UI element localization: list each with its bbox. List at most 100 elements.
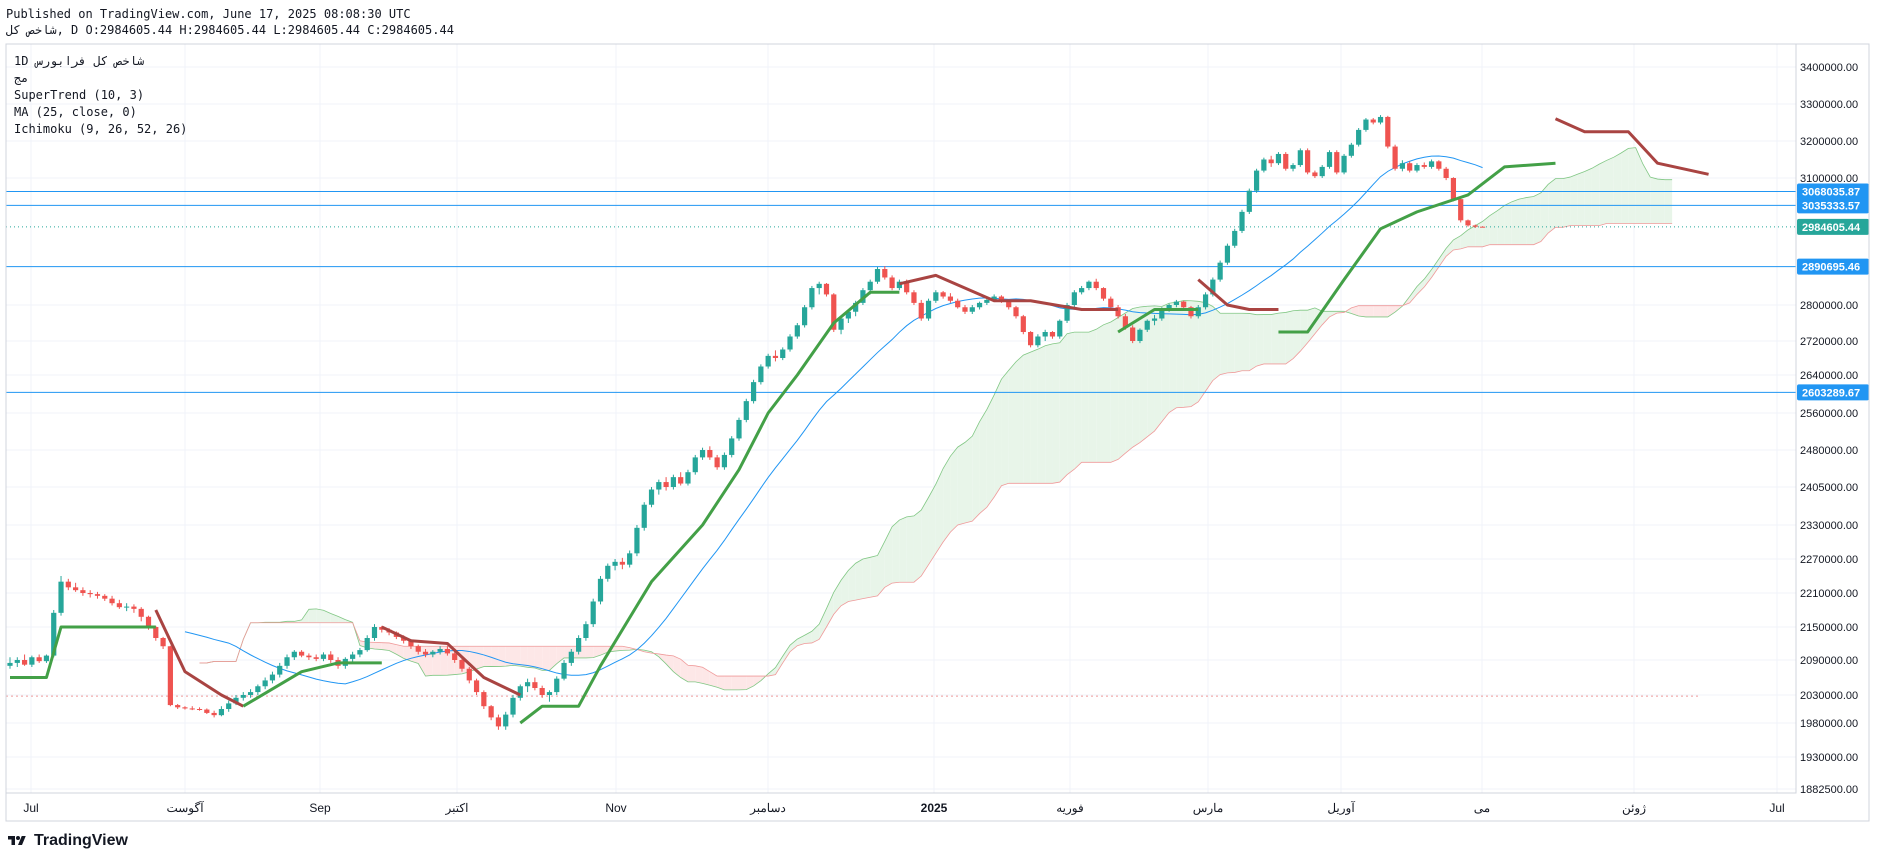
- candle: [102, 594, 108, 601]
- candle: [94, 591, 101, 599]
- cloud-segment: [1606, 157, 1614, 224]
- candle-body: [1341, 155, 1347, 173]
- candle-body: [590, 601, 596, 625]
- candle-body: [838, 318, 844, 330]
- candle: [1020, 314, 1026, 335]
- cloud-segment: [833, 580, 842, 615]
- candle-body: [1319, 166, 1325, 177]
- supertrend-up-line: [242, 661, 382, 708]
- time-tick-label: می: [1474, 801, 1490, 815]
- candle: [1042, 329, 1048, 341]
- candle-body: [1086, 281, 1092, 289]
- candle-body: [656, 482, 662, 490]
- tradingview-logo-icon: [8, 836, 26, 845]
- legend-supertrend[interactable]: SuperTrend (10, 3): [14, 88, 145, 102]
- cloud-segment: [1613, 153, 1622, 224]
- hline-price-label-bg: [1797, 197, 1869, 214]
- cloud-segment: [935, 468, 944, 554]
- candle-body: [1057, 320, 1063, 337]
- cloud-segment: [1242, 313, 1250, 371]
- candle-body: [1465, 220, 1471, 226]
- candle: [597, 576, 604, 605]
- candle: [648, 487, 655, 508]
- candle: [539, 685, 545, 698]
- candle-body: [255, 686, 261, 693]
- candle: [1151, 314, 1158, 326]
- candle-body: [911, 292, 917, 303]
- supertrend-up-line: [519, 290, 900, 725]
- cloud-segment: [505, 646, 514, 667]
- time-tick-label: فوریه: [1056, 801, 1084, 815]
- cloud-segment: [323, 610, 331, 623]
- candle: [707, 446, 713, 460]
- cloud-segment: [811, 624, 820, 643]
- legend-ma[interactable]: MA (25, close, 0): [14, 105, 137, 119]
- candle: [532, 677, 538, 691]
- candle: [473, 678, 480, 695]
- supertrend-up-line: [1117, 308, 1199, 334]
- cloud-segment: [899, 516, 907, 583]
- ma-line: [184, 155, 1483, 685]
- cloud-segment: [1278, 312, 1286, 364]
- candle: [14, 657, 20, 667]
- hline-price-label-bg: [1797, 183, 1869, 200]
- candle-body: [1305, 150, 1311, 173]
- candle-body: [1071, 292, 1077, 305]
- candle: [874, 266, 881, 284]
- cloud-segment: [724, 676, 732, 690]
- candle: [1071, 290, 1077, 308]
- candle-body: [1246, 190, 1252, 212]
- cloud-segment: [1227, 313, 1235, 373]
- cloud-segment: [1256, 314, 1264, 367]
- price-tick-label: 2150000.00: [1800, 622, 1858, 634]
- candle-body: [1479, 226, 1486, 228]
- candle-body: [634, 527, 640, 554]
- candle: [87, 590, 93, 598]
- candle-body: [714, 457, 720, 468]
- legend-symbol[interactable]: 1D شاخص کل فرابورس: [14, 54, 145, 68]
- price-tick-label: 3300000.00: [1800, 99, 1858, 111]
- cloud-segment: [1365, 305, 1374, 317]
- candle: [889, 275, 895, 291]
- cloud-segment: [374, 642, 382, 650]
- candle-body: [743, 401, 749, 420]
- candle: [1195, 305, 1201, 319]
- candle-body: [503, 714, 509, 727]
- candle-body: [1188, 307, 1194, 317]
- candle-body: [204, 709, 210, 713]
- candle-body: [1108, 298, 1114, 308]
- candle-body: [109, 598, 115, 604]
- candle: [1334, 150, 1340, 175]
- legend-ichimoku[interactable]: Ichimoku (9, 26, 52, 26): [14, 122, 188, 136]
- candle-body: [21, 660, 28, 665]
- candle-body: [802, 307, 808, 326]
- price-tick-label: 2210000.00: [1800, 588, 1858, 600]
- candle-body: [969, 307, 975, 312]
- cloud-segment: [1001, 370, 1009, 486]
- candle-body: [29, 657, 35, 665]
- time-tick-label: آگوست: [166, 800, 204, 815]
- price-tick-label: 2800000.00: [1800, 300, 1858, 312]
- chart-legend: 1D شاخص کل فرابورس مج SuperTrend (10, 3)…: [14, 53, 187, 138]
- candle: [955, 298, 961, 309]
- candle-body: [1035, 336, 1041, 346]
- hline-price-label-text: 3068035.87: [1802, 187, 1860, 199]
- cloud-segment: [1088, 329, 1097, 463]
- cloud-segment: [440, 646, 448, 676]
- candle-body: [1020, 316, 1026, 332]
- candle-body: [14, 660, 20, 663]
- candle: [1108, 296, 1114, 310]
- candle: [1144, 319, 1150, 332]
- candle: [131, 604, 137, 613]
- candle-body: [262, 680, 268, 687]
- footer-brand[interactable]: TradingView: [6, 832, 128, 850]
- cloud-segment: [1125, 308, 1133, 454]
- cloud-segment: [1351, 305, 1359, 317]
- cloud-segment: [476, 646, 484, 670]
- cloud-segment: [1059, 333, 1068, 483]
- cloud-segment: [1628, 147, 1636, 224]
- cloud-segment: [1482, 215, 1490, 247]
- candle-body: [1414, 165, 1420, 171]
- cloud-segment: [1358, 305, 1366, 317]
